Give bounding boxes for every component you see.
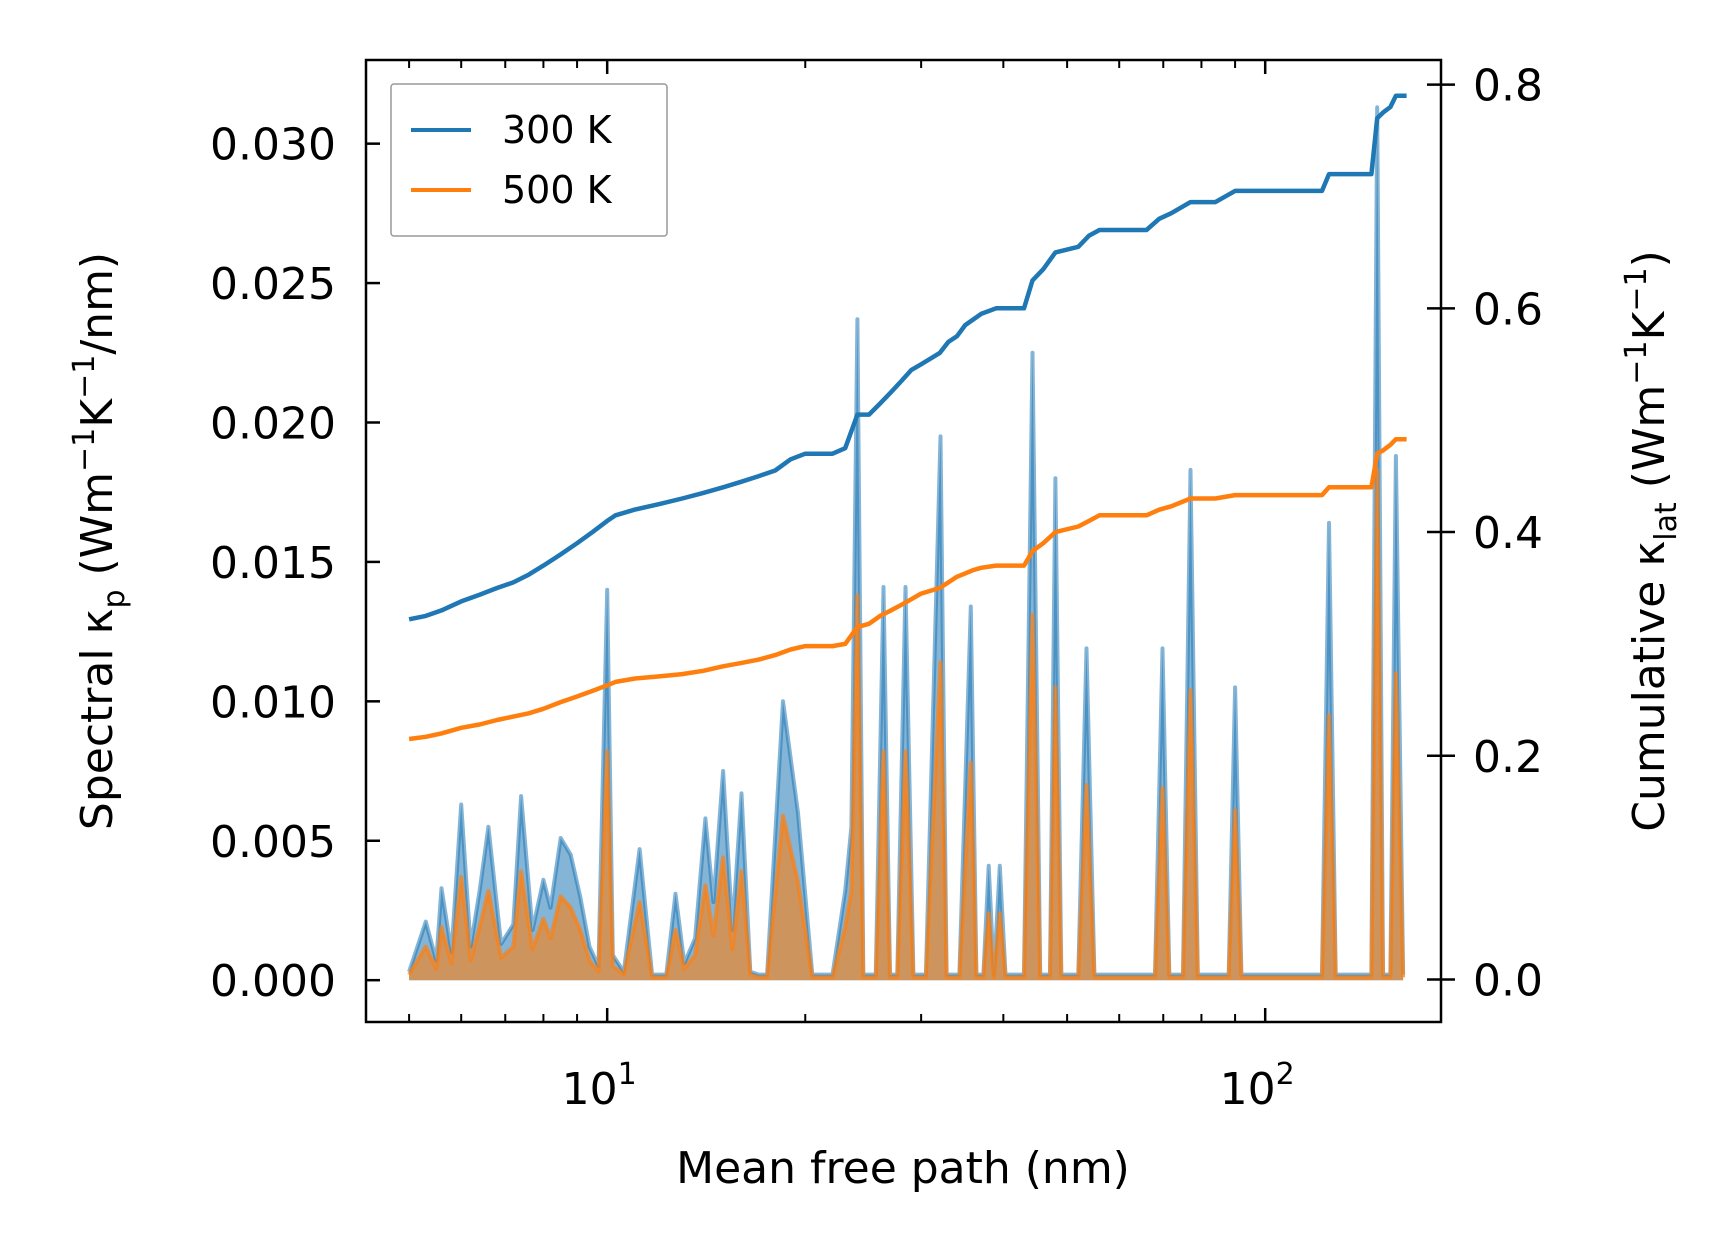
- left-ytick-label: 0.030: [210, 120, 336, 171]
- plot-area: [407, 93, 1407, 981]
- right-ytick-label: 0.4: [1473, 508, 1543, 559]
- spectral-line-500k: [407, 467, 1406, 980]
- right-ytick-label: 0.2: [1473, 732, 1543, 783]
- x-tick-label: 101: [562, 1057, 637, 1115]
- left-ytick-label: 0.000: [210, 956, 336, 1007]
- x-tick-label: 102: [1220, 1057, 1295, 1115]
- right-ytick-label: 0.0: [1473, 955, 1543, 1006]
- left-ytick-label: 0.005: [210, 817, 336, 868]
- left-ytick-label: 0.020: [210, 398, 336, 449]
- legend-box: [390, 83, 668, 237]
- cumulative-line-300k: [408, 93, 1407, 622]
- legend-label-500k: 500 K: [502, 168, 613, 212]
- left-axis-title: Spectral κp (Wm−1K−1/nm): [67, 252, 132, 830]
- axis-ticks: 0.000 0.005 0.010 0.015 0.020 0.025 0.030 0.0 0.…: [210, 60, 1543, 1115]
- x-axis-title: Mean free path (nm): [676, 1143, 1130, 1194]
- left-ytick-label: 0.025: [210, 259, 336, 310]
- legend-label-300k: 300 K: [502, 108, 613, 152]
- right-axis-title: Cumulative κlat (Wm−1K−1): [1619, 250, 1684, 832]
- spectral-area-500k: [409, 469, 1404, 981]
- left-ytick-label: 0.010: [210, 677, 336, 728]
- right-ytick-label: 0.8: [1473, 61, 1543, 112]
- left-ytick-label: 0.015: [210, 538, 336, 589]
- plot-frame: [364, 58, 1443, 1024]
- legend: 300 K 500 K: [390, 83, 668, 237]
- right-ytick-label: 0.6: [1473, 284, 1543, 335]
- cumulative-line-500k: [408, 436, 1407, 742]
